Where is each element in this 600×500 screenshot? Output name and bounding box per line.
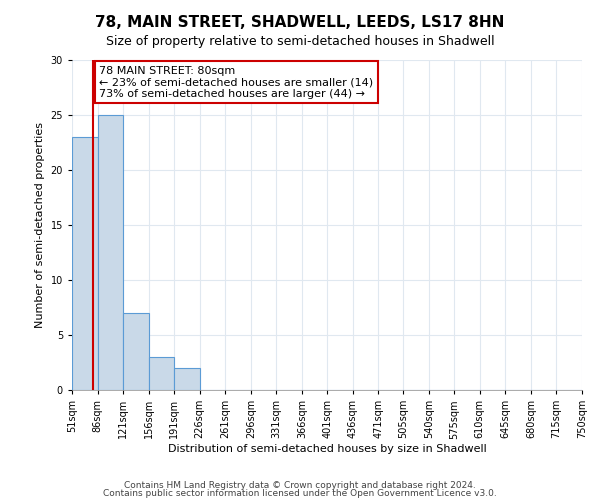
X-axis label: Distribution of semi-detached houses by size in Shadwell: Distribution of semi-detached houses by … [167,444,487,454]
Y-axis label: Number of semi-detached properties: Number of semi-detached properties [35,122,45,328]
Text: Contains public sector information licensed under the Open Government Licence v3: Contains public sector information licen… [103,488,497,498]
Text: Contains HM Land Registry data © Crown copyright and database right 2024.: Contains HM Land Registry data © Crown c… [124,481,476,490]
Text: Size of property relative to semi-detached houses in Shadwell: Size of property relative to semi-detach… [106,35,494,48]
Text: 78, MAIN STREET, SHADWELL, LEEDS, LS17 8HN: 78, MAIN STREET, SHADWELL, LEEDS, LS17 8… [95,15,505,30]
Bar [72,137,98,390]
Bar [123,313,149,390]
Bar [149,357,174,390]
Bar [174,368,200,390]
Text: 78 MAIN STREET: 80sqm
← 23% of semi-detached houses are smaller (14)
73% of semi: 78 MAIN STREET: 80sqm ← 23% of semi-deta… [99,66,373,98]
Bar [98,115,123,390]
